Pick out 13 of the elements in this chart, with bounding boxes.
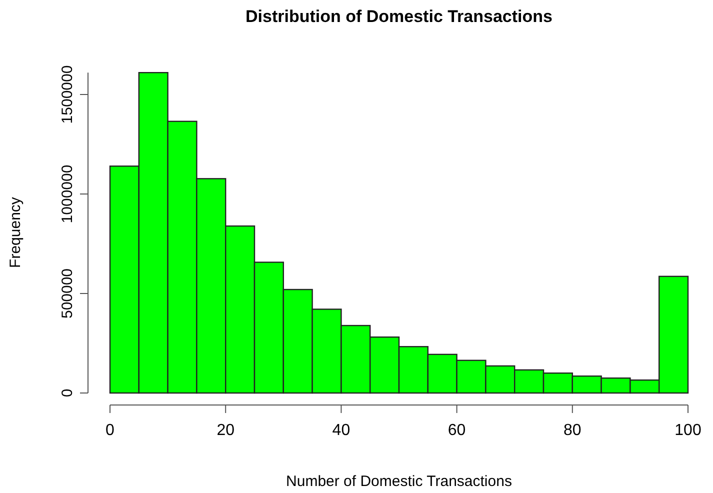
chart-title: Distribution of Domestic Transactions [246,7,552,26]
y-tick-label: 500000 [59,268,76,319]
x-tick-label: 0 [106,422,115,439]
y-tick-label: 0 [59,388,76,398]
x-tick-label: 80 [564,422,582,439]
x-tick-label: 40 [332,422,350,439]
x-tick-label: 60 [448,422,466,439]
y-axis-title: Frequency [7,196,24,268]
x-tick-label: 20 [216,422,235,439]
x-tick-label: 100 [674,422,702,439]
y-tick-label: 1000000 [59,164,76,224]
y-tick-label: 1500000 [59,65,76,124]
x-axis-title: Number of Domestic Transactions [286,473,512,490]
